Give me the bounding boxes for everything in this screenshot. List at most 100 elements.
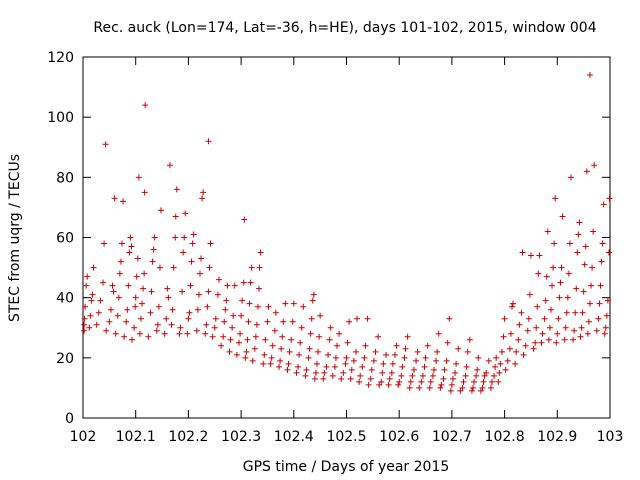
data-point (102, 141, 109, 148)
data-point (573, 285, 580, 292)
data-point (285, 360, 292, 367)
data-point (385, 381, 392, 388)
data-point (185, 315, 192, 322)
data-point (543, 273, 550, 280)
data-point (598, 258, 605, 265)
data-point (316, 333, 323, 340)
data-point (556, 294, 563, 301)
data-point (466, 336, 473, 343)
data-point (268, 354, 275, 361)
data-point (376, 381, 383, 388)
data-point (550, 264, 557, 271)
data-point (606, 195, 613, 202)
data-point (469, 384, 476, 391)
data-point (597, 282, 604, 289)
data-point (289, 318, 296, 325)
data-point (90, 264, 97, 271)
data-point (343, 354, 350, 361)
data-point (449, 375, 456, 382)
data-point (348, 366, 355, 373)
data-point (513, 348, 520, 355)
data-point (227, 336, 234, 343)
data-point (551, 240, 558, 247)
data-point (370, 357, 377, 364)
data-point (570, 336, 577, 343)
data-point (396, 378, 403, 385)
data-point (177, 324, 184, 331)
data-point (133, 273, 140, 280)
data-point (323, 363, 330, 370)
data-point (491, 372, 498, 379)
data-point (483, 369, 490, 376)
data-point (155, 303, 162, 310)
data-point (148, 288, 155, 295)
data-point (86, 324, 93, 331)
data-point (356, 378, 363, 385)
data-point (182, 210, 189, 217)
data-point (284, 366, 291, 373)
data-point (215, 276, 222, 283)
data-point (89, 291, 96, 298)
data-point (485, 357, 492, 364)
data-point (262, 336, 269, 343)
data-point (247, 279, 254, 286)
data-point (88, 297, 95, 304)
data-point (481, 372, 488, 379)
data-point (110, 288, 117, 295)
data-point (541, 315, 548, 322)
data-point (407, 378, 414, 385)
data-point (139, 300, 146, 307)
data-point (419, 372, 426, 379)
data-point (93, 321, 100, 328)
data-point (424, 342, 431, 349)
data-point (448, 381, 455, 388)
data-point (180, 249, 187, 256)
y-axis: 0 20 40 60 80 100 120 (47, 50, 610, 427)
data-point (220, 333, 227, 340)
data-point (552, 195, 559, 202)
data-point (380, 360, 387, 367)
data-point (389, 360, 396, 367)
y-tick-label: 120 (47, 50, 74, 66)
data-point (585, 318, 592, 325)
data-point (202, 330, 209, 337)
data-point (578, 324, 585, 331)
data-point (246, 300, 253, 307)
data-point (199, 195, 206, 202)
data-point (209, 333, 216, 340)
data-point (332, 354, 339, 361)
data-point (279, 333, 286, 340)
data-point (244, 336, 251, 343)
data-point (539, 330, 546, 337)
x-tick-label: 102.6 (379, 429, 419, 445)
data-point (229, 324, 236, 331)
data-point (280, 318, 287, 325)
data-point (115, 294, 122, 301)
data-point (296, 351, 303, 358)
data-point (562, 324, 569, 331)
data-point (457, 387, 464, 394)
data-point (238, 312, 245, 319)
data-point (193, 327, 200, 334)
data-point (488, 378, 495, 385)
data-point (141, 270, 148, 277)
data-point (288, 336, 295, 343)
data-point (565, 270, 572, 277)
data-point (131, 324, 138, 331)
data-point (582, 243, 589, 250)
data-point (254, 303, 261, 310)
data-point (124, 306, 131, 313)
data-point (132, 303, 139, 310)
data-point (416, 384, 423, 391)
data-point (595, 315, 602, 322)
data-point (81, 315, 88, 322)
data-point (502, 366, 509, 373)
data-point (460, 378, 467, 385)
data-point (571, 327, 578, 334)
data-point (362, 342, 369, 349)
data-point (272, 309, 279, 316)
data-point (212, 315, 219, 322)
data-point (364, 315, 371, 322)
data-point (586, 72, 593, 79)
